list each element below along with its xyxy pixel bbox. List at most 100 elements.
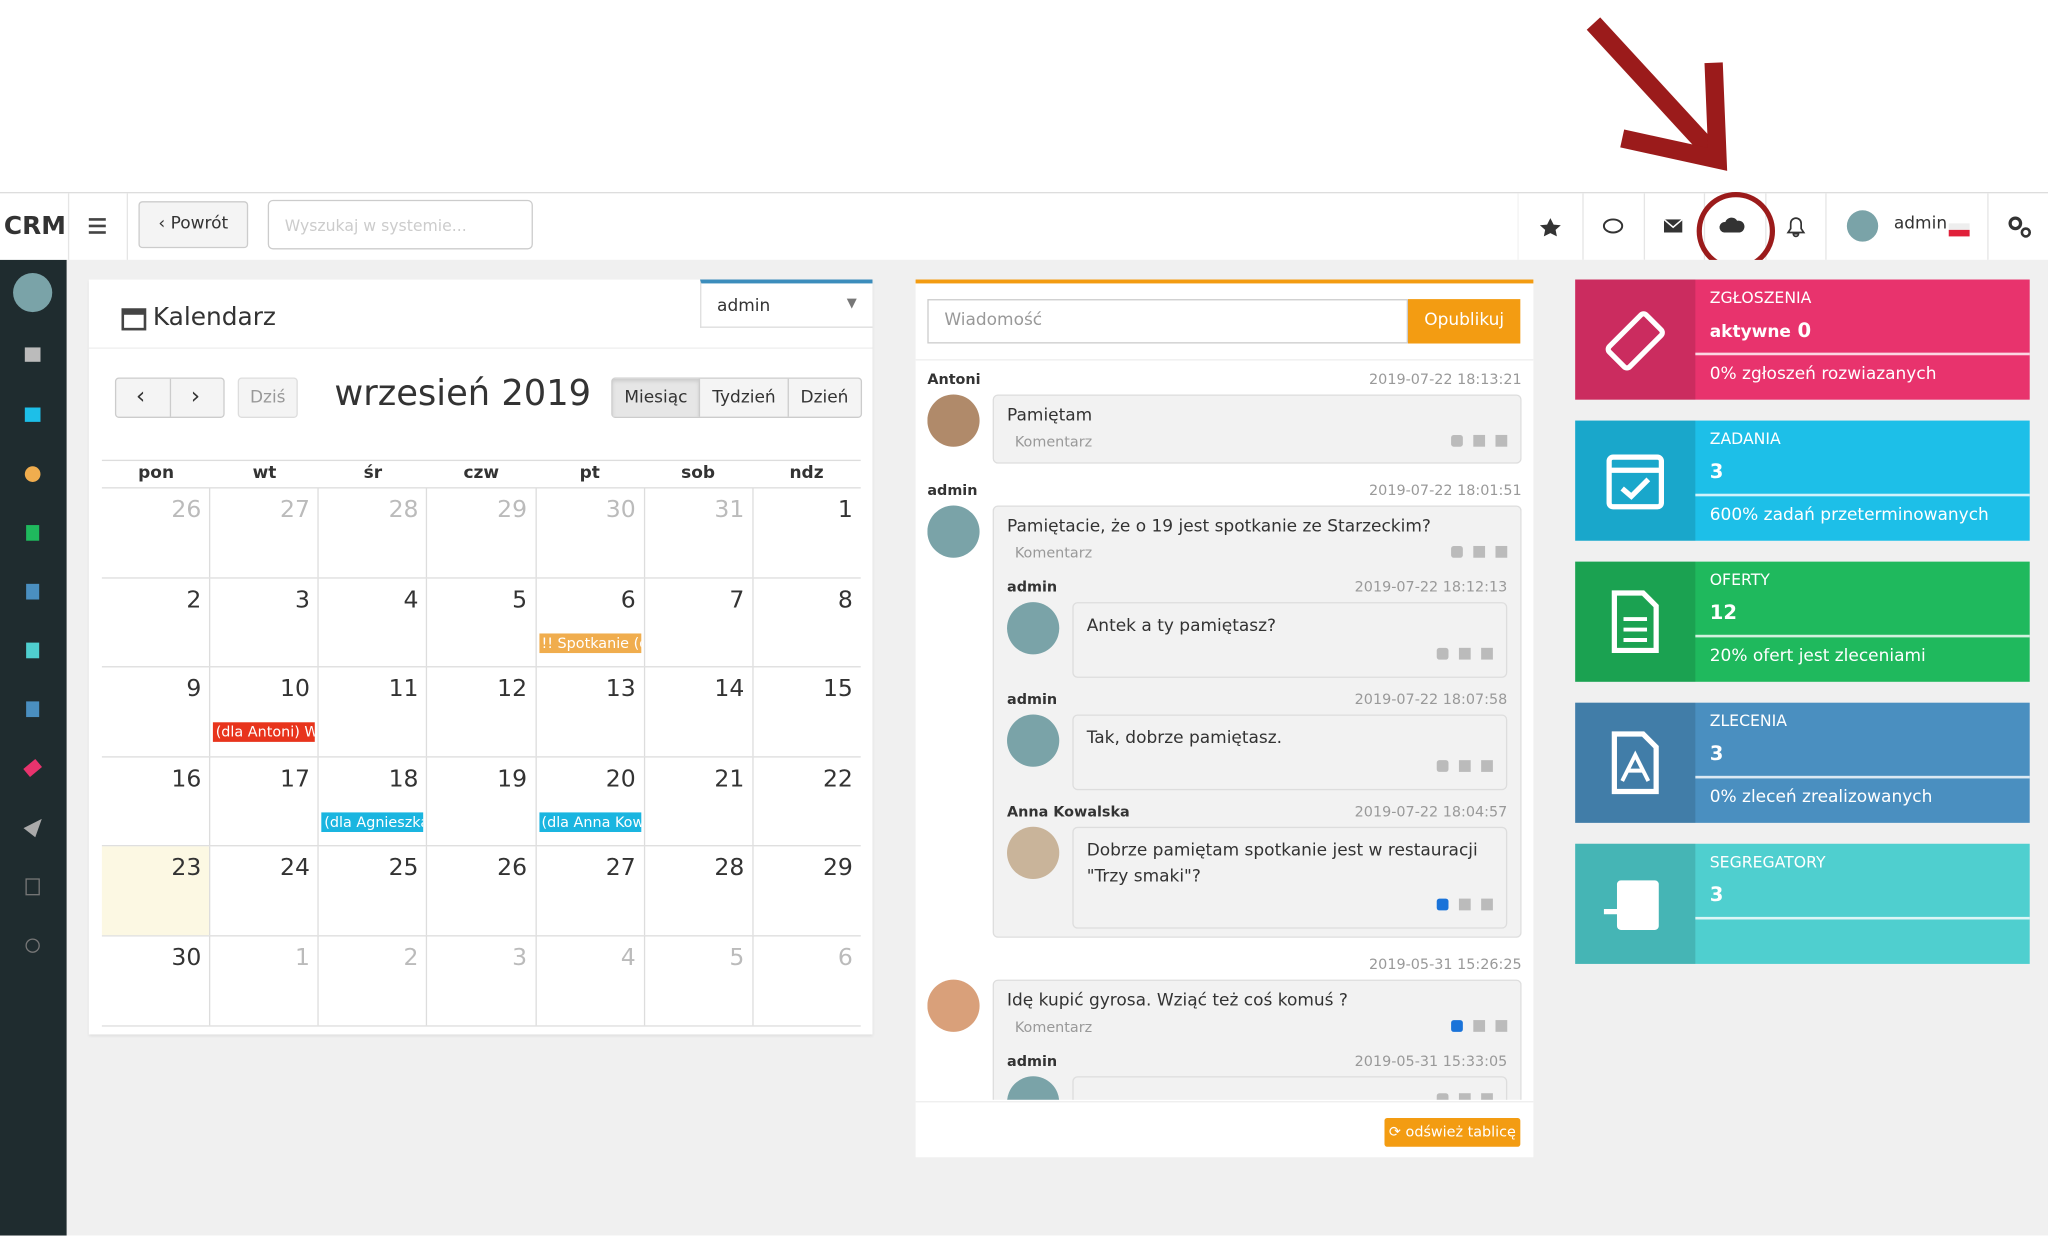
like-icon[interactable] bbox=[1436, 760, 1449, 772]
day-cell[interactable]: 5 bbox=[426, 578, 535, 667]
brand[interactable]: CRM bbox=[3, 211, 66, 241]
reply-text: Antek a ty pamiętasz? bbox=[1086, 616, 1277, 637]
day-cell[interactable]: 4 bbox=[317, 578, 427, 667]
comment-link[interactable]: Komentarz bbox=[1014, 544, 1093, 562]
menu-toggle[interactable] bbox=[67, 193, 128, 260]
approve-icon[interactable] bbox=[1458, 760, 1471, 772]
nav-buttons[interactable]: ‹ › bbox=[114, 377, 225, 418]
user-name[interactable]: admin bbox=[1893, 214, 1948, 234]
day-cell[interactable]: 6 !! Spotkanie (d bbox=[534, 578, 644, 667]
like-icon[interactable] bbox=[1436, 898, 1449, 911]
like-icon[interactable] bbox=[1436, 647, 1449, 660]
weekday: czw bbox=[463, 463, 500, 484]
event[interactable]: (dla Agnieszka bbox=[321, 812, 424, 832]
day-number: 14 bbox=[714, 675, 745, 703]
day-cell[interactable]: 2 bbox=[102, 578, 209, 666]
delete-icon[interactable] bbox=[1481, 1093, 1493, 1100]
delete-icon[interactable] bbox=[1495, 434, 1508, 447]
search-input[interactable]: Wyszukaj w systemie... bbox=[267, 199, 533, 250]
day-cell[interactable]: 31 bbox=[643, 488, 753, 577]
post-author: admin bbox=[927, 481, 978, 499]
day-cell[interactable]: 6 bbox=[752, 936, 861, 1025]
delete-icon[interactable] bbox=[1481, 760, 1493, 772]
delete-icon[interactable] bbox=[1495, 1020, 1508, 1032]
day-cell[interactable]: 28 bbox=[317, 488, 427, 577]
approve-icon[interactable] bbox=[1473, 434, 1486, 447]
day-cell[interactable]: 1 bbox=[752, 488, 861, 577]
user-select[interactable]: admin ▼ bbox=[700, 279, 873, 328]
day-cell[interactable]: 8 bbox=[752, 578, 861, 667]
view-button[interactable]: Miesiąc bbox=[612, 378, 700, 417]
day-cell[interactable]: 14 bbox=[643, 667, 753, 756]
stat-tile[interactable]: SEGREGATORY 3 bbox=[1575, 843, 2030, 964]
day-cell[interactable]: 3 bbox=[426, 936, 535, 1025]
like-icon[interactable] bbox=[1451, 434, 1463, 447]
day-cell[interactable]: 12 bbox=[426, 667, 535, 756]
reply-text: Tak, dobrze pamiętasz. bbox=[1086, 728, 1283, 749]
day-cell[interactable]: 10 (dla Antoni) Wy bbox=[209, 667, 318, 756]
approve-icon[interactable] bbox=[1473, 545, 1486, 558]
event[interactable]: (dla Antoni) Wy bbox=[213, 722, 316, 743]
day-cell[interactable]: 5 bbox=[643, 936, 753, 1025]
reply-row bbox=[1007, 1076, 1508, 1100]
day-cell[interactable]: 13 bbox=[534, 667, 644, 756]
delete-icon[interactable] bbox=[1481, 647, 1493, 660]
like-icon[interactable] bbox=[1451, 545, 1463, 558]
day-cell[interactable]: 24 bbox=[209, 846, 318, 936]
day-number: 6 bbox=[837, 944, 853, 972]
stat-tile[interactable]: ZGŁOSZENIA aktywne 0 0% zgłoszeń rozwiazany… bbox=[1575, 279, 2030, 400]
day-cell[interactable]: 30 bbox=[534, 488, 644, 577]
view-button[interactable]: Tydzień bbox=[699, 378, 787, 417]
delete-icon[interactable] bbox=[1481, 898, 1493, 911]
like-icon[interactable] bbox=[1436, 1093, 1449, 1100]
today-button[interactable]: Dziś bbox=[237, 377, 298, 418]
approve-icon[interactable] bbox=[1458, 647, 1471, 660]
event[interactable]: !! Spotkanie (d bbox=[538, 632, 641, 653]
day-cell[interactable]: 2 bbox=[317, 936, 427, 1025]
back-button[interactable]: ‹ Powrót bbox=[138, 201, 249, 249]
day-cell[interactable]: 17 bbox=[209, 757, 318, 846]
stat-tile[interactable]: ZLECENIA 3 0% zleceń zrealizowanych bbox=[1575, 702, 2030, 823]
day-cell[interactable]: 1 bbox=[209, 936, 318, 1025]
day-cell[interactable]: 25 bbox=[317, 846, 427, 936]
day-cell[interactable]: 29 bbox=[426, 488, 535, 577]
day-cell[interactable]: 20 (dla Anna Kow bbox=[534, 757, 644, 846]
calendar-title: Kalendarz bbox=[152, 303, 276, 332]
day-cell[interactable]: 19 bbox=[426, 757, 535, 846]
day-cell[interactable]: 11 bbox=[317, 667, 427, 756]
stat-tile[interactable]: OFERTY 12 20% ofert jest zleceniami bbox=[1575, 561, 2030, 682]
stat-tile[interactable]: ZADANIA 3 600% zadań przeterminowanych bbox=[1575, 420, 2030, 541]
day-cell[interactable]: 28 bbox=[643, 846, 753, 936]
day-cell[interactable]: 30 bbox=[102, 936, 209, 1024]
view-button[interactable]: Dzień bbox=[787, 378, 860, 417]
day-cell[interactable]: 18 (dla Agnieszka bbox=[317, 757, 427, 846]
day-cell[interactable]: 22 bbox=[752, 757, 861, 846]
delete-icon[interactable] bbox=[1495, 545, 1508, 558]
day-cell[interactable]: 26 bbox=[102, 488, 209, 576]
day-cell[interactable]: 26 bbox=[426, 846, 535, 936]
approve-icon[interactable] bbox=[1458, 1093, 1471, 1100]
day-cell[interactable]: 4 bbox=[534, 936, 644, 1025]
day-cell[interactable]: 3 bbox=[209, 578, 318, 667]
like-icon[interactable] bbox=[1451, 1020, 1463, 1032]
publish-button[interactable]: Opublikuj bbox=[1407, 299, 1521, 344]
day-cell[interactable]: 23 bbox=[101, 846, 210, 936]
post-date: 2019-07-22 18:13:21 bbox=[1369, 370, 1522, 388]
day-cell[interactable]: 16 bbox=[102, 757, 209, 845]
message-input[interactable]: Wiadomość bbox=[927, 299, 1408, 344]
day-cell[interactable]: 27 bbox=[534, 846, 644, 936]
day-cell[interactable]: 7 bbox=[643, 578, 753, 667]
week-row: 30 1 2 3 4 5 6 bbox=[101, 936, 861, 1027]
day-cell[interactable]: 15 bbox=[752, 667, 861, 756]
day-cell[interactable]: 21 bbox=[643, 757, 753, 846]
event[interactable]: (dla Anna Kow bbox=[538, 812, 641, 832]
day-cell[interactable]: 29 bbox=[752, 846, 861, 936]
tile-progress bbox=[1695, 493, 2030, 497]
comment-link[interactable]: Komentarz bbox=[1014, 1018, 1093, 1036]
approve-icon[interactable] bbox=[1473, 1020, 1486, 1032]
day-cell[interactable]: 9 bbox=[102, 668, 209, 756]
refresh-button[interactable]: ⟳ odśwież tablicę bbox=[1384, 1118, 1521, 1147]
approve-icon[interactable] bbox=[1458, 898, 1471, 911]
day-cell[interactable]: 27 bbox=[209, 488, 318, 577]
comment-link[interactable]: Komentarz bbox=[1014, 433, 1093, 451]
